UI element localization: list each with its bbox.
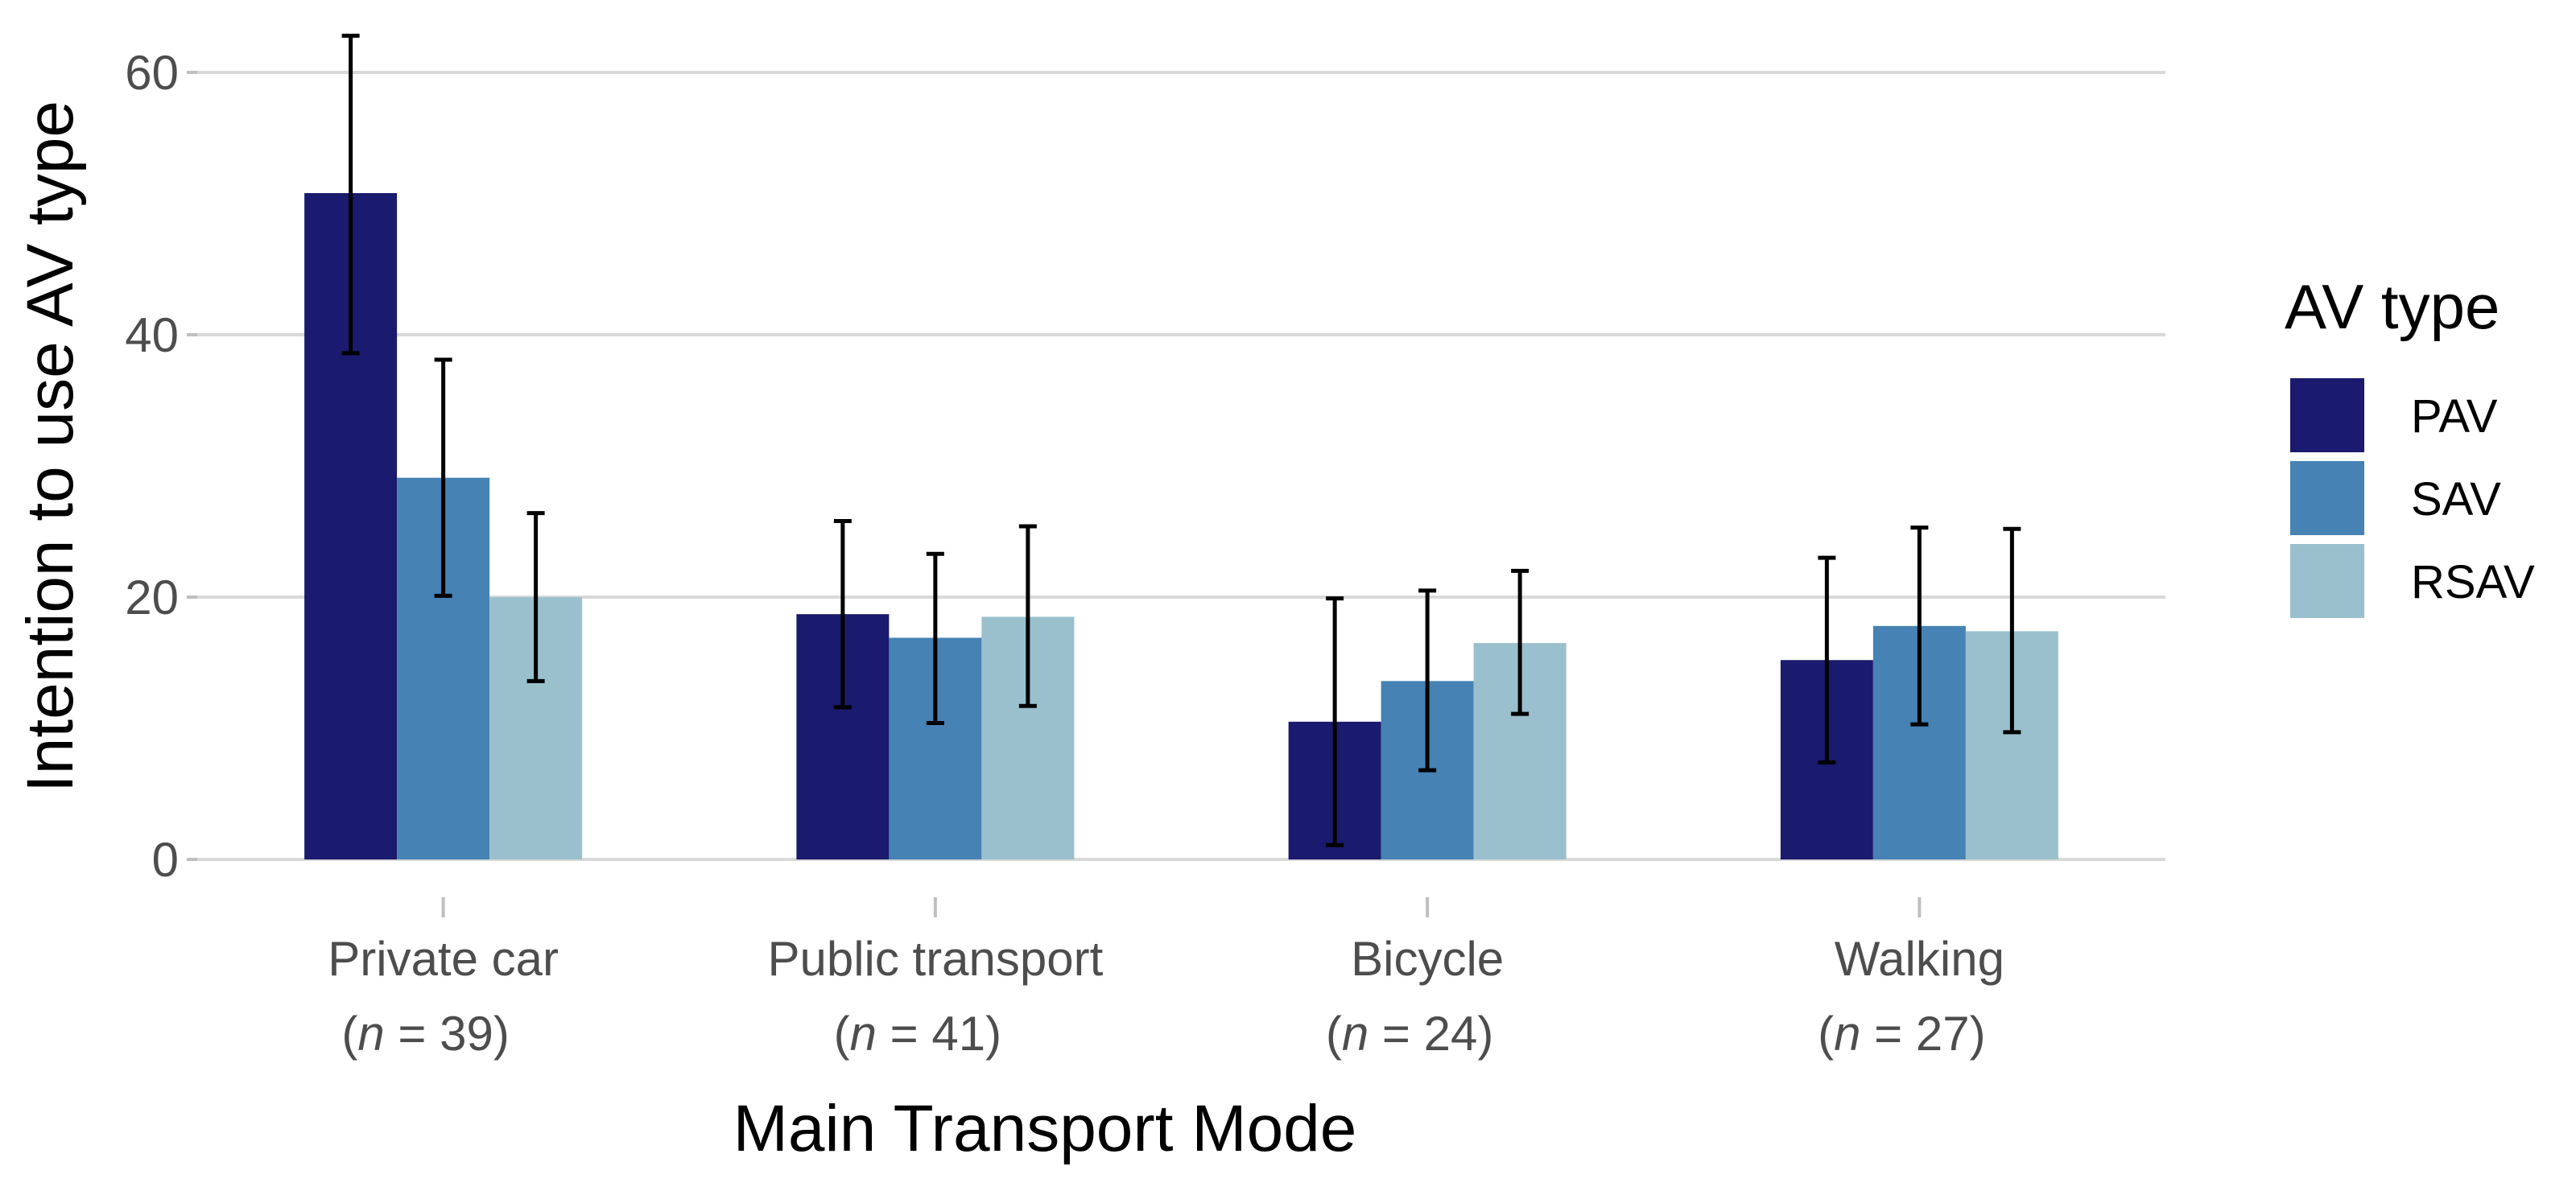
- legend-title: AV type: [2285, 271, 2500, 342]
- error-bar: [434, 357, 452, 598]
- y-tick-label: 60: [125, 46, 179, 100]
- error-bar: [2003, 526, 2021, 735]
- bars: [304, 192, 2058, 859]
- legend-key-rsav: [2290, 544, 2364, 618]
- y-axis-title: Intention to use AV type: [14, 101, 87, 793]
- x-tick-label: Bicycle: [1351, 932, 1504, 986]
- error-bar: [341, 33, 360, 356]
- x-tick-label: Walking: [1835, 932, 2004, 986]
- legend-key-pav: [2290, 378, 2364, 452]
- x-tick-sample-size: (n = 24): [1326, 1007, 1493, 1061]
- error-bar: [926, 551, 944, 725]
- error-bar: [1418, 588, 1437, 773]
- error-bar: [526, 511, 545, 683]
- x-axis-title: Main Transport Mode: [733, 1092, 1357, 1165]
- x-tick-label: Public transport: [767, 932, 1103, 986]
- legend-label: SAV: [2411, 473, 2501, 525]
- error-bar: [1511, 568, 1530, 716]
- x-tick-sample-size: (n = 41): [834, 1007, 1001, 1061]
- error-bar: [1818, 555, 1836, 764]
- x-tick-sample-size: (n = 39): [341, 1007, 509, 1061]
- error-bar: [1018, 524, 1037, 708]
- y-axis: 0 20 40 60: [125, 46, 197, 887]
- x-tick-sample-size: (n = 27): [1818, 1007, 1985, 1061]
- legend-label: RSAV: [2411, 556, 2535, 608]
- x-axis: Private car (n = 39) Public transport (n = …: [328, 897, 2004, 1061]
- y-tick-label: 0: [152, 833, 179, 887]
- legend: AV type PAV SAV RSAV: [2285, 271, 2535, 618]
- legend-key-sav: [2290, 461, 2364, 535]
- y-tick-label: 20: [125, 571, 179, 624]
- y-tick-label: 40: [125, 308, 179, 362]
- legend-label: PAV: [2411, 390, 2498, 443]
- error-bars: [341, 33, 2021, 847]
- error-bar: [1910, 525, 1929, 727]
- x-tick-label: Private car: [328, 932, 559, 986]
- error-bar: [1326, 596, 1344, 847]
- error-bar: [833, 518, 852, 710]
